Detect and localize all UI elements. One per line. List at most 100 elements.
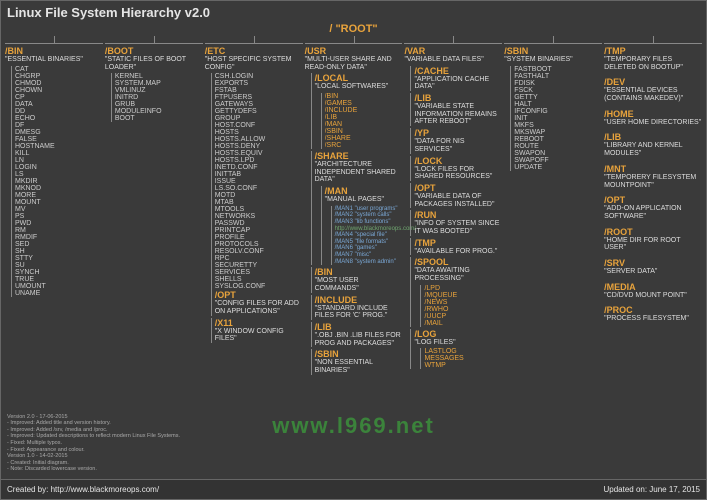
dir-label: /CACHE bbox=[414, 66, 502, 76]
list-item: CP bbox=[15, 94, 103, 101]
list-item: /SHARE bbox=[325, 135, 403, 142]
list-item: WTMP bbox=[424, 362, 502, 369]
dir-group: /OPT"ADD-ON APPLICATION SOFTWARE" bbox=[604, 195, 702, 222]
man-note: /MAN6 "games" bbox=[335, 245, 403, 252]
created-by: Created by: http://www.blackmoreops.com/ bbox=[7, 485, 159, 494]
dir-desc: ".OBJ .BIN .LIB FILES FOR PROG AND PACKA… bbox=[315, 332, 403, 347]
list-item: MKNOD bbox=[15, 185, 103, 192]
dir-label: /SRV bbox=[604, 258, 702, 268]
list-item: UMOUNT bbox=[15, 283, 103, 290]
page-title: Linux File System Hierarchy v2.0 bbox=[7, 5, 210, 20]
list-item: DMESG bbox=[15, 129, 103, 136]
list-item: SED bbox=[15, 241, 103, 248]
man-note: /MAN7 "misc" bbox=[335, 252, 403, 259]
history-line: - Improved: Added /srv, /media and /proc… bbox=[7, 427, 180, 434]
column: /TMP"TEMPORARY FILES DELETED ON BOOTUP"/… bbox=[604, 43, 702, 475]
dir-desc: "DATA AWAITING PROCESSING" bbox=[414, 267, 502, 282]
list-item: INITTAB bbox=[215, 171, 303, 178]
list-item: MKDIR bbox=[15, 178, 103, 185]
list-item: PROFILE bbox=[215, 234, 303, 241]
list-item: GRUB bbox=[115, 101, 203, 108]
list-item: /UUCP bbox=[424, 313, 502, 320]
dir-desc: "TEMPORARY FILES DELETED ON BOOTUP" bbox=[604, 56, 702, 71]
man-note: /MAN8 "system admin" bbox=[335, 259, 403, 266]
list-item: SWAPOFF bbox=[514, 157, 602, 164]
dir-desc: "SYSTEM BINARIES" bbox=[504, 56, 602, 64]
dir-desc: "MULTI-USER SHARE AND READ-ONLY DATA" bbox=[305, 56, 403, 71]
dir-desc: "LOCAL SOFTWARES" bbox=[315, 83, 403, 91]
root-label: / "ROOT" bbox=[1, 23, 706, 35]
dir-label: /X11 bbox=[215, 318, 303, 328]
history-line: - Fixed: Appearance and colour. bbox=[7, 447, 180, 454]
dir-label: /MAN bbox=[325, 186, 403, 196]
dir-label: /YP bbox=[414, 128, 502, 138]
list-item: HOST.CONF bbox=[215, 122, 303, 129]
man-note: /MAN5 "file formats" bbox=[335, 239, 403, 246]
version-history: Version 2.0 - 17-06-2015- Improved: Adde… bbox=[7, 414, 180, 473]
dir-label: /OPT bbox=[414, 183, 502, 193]
list-item: PS bbox=[15, 213, 103, 220]
list-item: UNAME bbox=[15, 290, 103, 297]
dir-label: /ROOT bbox=[604, 227, 702, 237]
dir-label: /VAR bbox=[404, 46, 502, 56]
dir-label: /BIN bbox=[5, 46, 103, 56]
list-item: /MAIL bbox=[424, 320, 502, 327]
column: /VAR"VARIABLE DATA FILES"/CACHE"APPLICAT… bbox=[404, 43, 502, 475]
list-item: GROUP bbox=[215, 115, 303, 122]
dir-label: /ETC bbox=[205, 46, 303, 56]
list-item: RM bbox=[15, 227, 103, 234]
dir-group: /TMP"AVAILABLE FOR PROG." bbox=[410, 238, 502, 256]
list-item: TRUE bbox=[15, 276, 103, 283]
dir-desc: "ADD-ON APPLICATION SOFTWARE" bbox=[604, 205, 702, 220]
dir-label: /TMP bbox=[604, 46, 702, 56]
list-item: HALT bbox=[514, 101, 602, 108]
dir-group: /SBIN"SYSTEM BINARIES"FASTBOOTFASTHALTFD… bbox=[504, 46, 602, 171]
dir-label: /SHARE bbox=[315, 151, 403, 161]
list-item: KILL bbox=[15, 150, 103, 157]
list-item: MOUNT bbox=[15, 199, 103, 206]
list-item: /NEWS bbox=[424, 299, 502, 306]
history-line: - Note: Discarded lowercase version. bbox=[7, 466, 180, 473]
list-item: GATEWAYS bbox=[215, 101, 303, 108]
list-item: PROTOCOLS bbox=[215, 241, 303, 248]
dir-group: /TMP"TEMPORARY FILES DELETED ON BOOTUP" bbox=[604, 46, 702, 73]
list-item: RMDIF bbox=[15, 234, 103, 241]
dir-group: /SBIN"NON ESSENTIAL BINARIES" bbox=[311, 349, 403, 374]
list-item: ROUTE bbox=[514, 143, 602, 150]
dir-label: /LOG bbox=[414, 329, 502, 339]
dir-label: /USR bbox=[305, 46, 403, 56]
dir-group: /OPT"CONFIG FILES FOR ADD ON APPLICATION… bbox=[211, 290, 303, 315]
list-item: SWAPON bbox=[514, 150, 602, 157]
list-item: CHMOD bbox=[15, 80, 103, 87]
list-item: MKFS bbox=[514, 122, 602, 129]
list-item: NETWORKS bbox=[215, 213, 303, 220]
dir-group: /INCLUDE"STANDARD INCLUDE FILES FOR 'C' … bbox=[311, 295, 403, 320]
dir-label: /BIN bbox=[315, 267, 403, 277]
dir-label: /LOCK bbox=[414, 156, 502, 166]
dir-desc: "LIBRARY AND KERNEL MODULES" bbox=[604, 142, 702, 157]
dir-desc: "ESSENTIAL BINARIES" bbox=[5, 56, 103, 64]
updated-on: Updated on: June 17, 2015 bbox=[603, 485, 700, 494]
dir-group: /OPT"VARIABLE DATA OF PACKAGES INSTALLED… bbox=[410, 183, 502, 208]
list-item: /INCLUDE bbox=[325, 107, 403, 114]
list-item: SERVICES bbox=[215, 269, 303, 276]
dir-desc: "VARIABLE STATE INFORMATION REMAINS AFTE… bbox=[414, 103, 502, 126]
dir-desc: "MANUAL PAGES" bbox=[325, 196, 403, 204]
dir-label: /RUN bbox=[414, 210, 502, 220]
list-item: INETD.CONF bbox=[215, 164, 303, 171]
list-item: VMLINUZ bbox=[115, 87, 203, 94]
list-item: ECHO bbox=[15, 115, 103, 122]
list-item: /MQUEUE bbox=[424, 292, 502, 299]
man-center-url: http://www.blackmoreops.com/ bbox=[335, 226, 403, 233]
list-item: /SRC bbox=[325, 142, 403, 149]
list-item: MV bbox=[15, 206, 103, 213]
list-item: HOSTS.LPD bbox=[215, 157, 303, 164]
column: /BOOT"STATIC FILES OF BOOT LOADER"KERNEL… bbox=[105, 43, 203, 475]
list-item: BOOT bbox=[115, 115, 203, 122]
dir-group: /PROC"PROCESS FILESYSTEM" bbox=[604, 305, 702, 325]
dir-group: /SHARE"ARCHITECTURE INDEPENDENT SHARED D… bbox=[311, 151, 403, 265]
list-item: LN bbox=[15, 157, 103, 164]
dir-group: /MEDIA"CD/DVD MOUNT POINT" bbox=[604, 282, 702, 302]
page: Linux File System Hierarchy v2.0 / "ROOT… bbox=[0, 0, 707, 500]
list-item: RESOLV.CONF bbox=[215, 248, 303, 255]
